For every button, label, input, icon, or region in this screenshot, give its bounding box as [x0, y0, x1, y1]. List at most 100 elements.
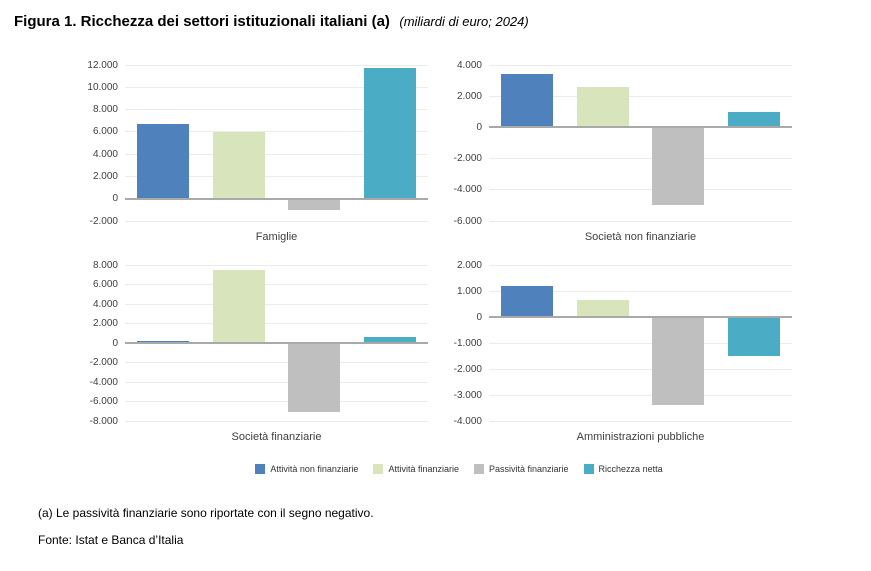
gridline	[489, 189, 792, 191]
y-tick-label: -2.000	[453, 153, 482, 165]
y-tick-label: 12.000	[87, 59, 118, 71]
y-tick-label: 4.000	[92, 148, 118, 160]
y-tick-label: 8.000	[92, 104, 118, 116]
legend-item-ricchezza-netta: Ricchezza netta	[583, 464, 663, 474]
y-axis-tick-labels: 2.000 1.000 0 -1.000 -2.000 -3.000 -4.000	[434, 258, 482, 454]
bar-attivit-finanziarie	[212, 269, 265, 343]
y-tick-label: -6.000	[89, 396, 118, 407]
gridline	[125, 131, 428, 133]
gridline	[125, 401, 428, 402]
y-tick-label: 2.000	[456, 90, 482, 102]
bar-ricchezza-netta	[728, 111, 781, 128]
bar-ricchezza-netta	[728, 317, 781, 356]
legend-swatch-ricchezza-netta	[583, 464, 594, 474]
bar-attivit-non-finanziarie	[136, 123, 189, 199]
y-tick-label: -4.000	[453, 184, 482, 196]
y-tick-label: -2.000	[453, 363, 482, 375]
plot-area	[125, 64, 428, 222]
figure-title-main: Figura 1. Ricchezza dei settori istituzi…	[14, 13, 390, 30]
bar-attivit-finanziarie	[212, 131, 265, 199]
chart-societa-non-finanziarie: 4.000 2.000 0 -2.000 -4.000 -6.000 Società no…	[434, 58, 799, 254]
y-tick-label: 6.000	[92, 126, 118, 138]
bar-attivit-finanziarie	[576, 86, 629, 128]
gridline	[489, 158, 792, 160]
bar-attivit-non-finanziarie	[500, 285, 553, 317]
chart-famiglie: 12.000 10.000 8.000 6.000 4.000 2.000 0 -2.000 …	[70, 58, 435, 254]
gridline	[125, 284, 428, 285]
figure-title: Figura 1. Ricchezza dei settori istituzi…	[14, 13, 529, 31]
y-tick-label: 8.000	[92, 259, 118, 271]
gridline	[489, 64, 792, 66]
footnote-a: (a) Le passività finanziarie sono riport…	[38, 506, 374, 520]
y-tick-label: 0	[112, 337, 118, 349]
zero-axis-line	[489, 316, 792, 318]
y-axis-tick-labels: 4.000 2.000 0 -2.000 -4.000 -6.000	[434, 58, 482, 254]
bar-ricchezza-netta	[364, 67, 417, 199]
gridline	[489, 95, 792, 97]
y-axis-tick-labels: 8.000 6.000 4.000 2.000 0 -2.000 -4.000 -6.000 -…	[70, 258, 118, 454]
gridline	[125, 323, 428, 324]
gridline	[489, 394, 792, 396]
bar-passivit-finanziarie	[652, 317, 705, 406]
y-tick-label: -8.000	[89, 415, 118, 427]
legend-label: Attività non finanziarie	[270, 464, 359, 474]
y-tick-label: 6.000	[92, 279, 118, 290]
plot-area	[125, 264, 428, 422]
y-tick-label: 4.000	[456, 59, 482, 71]
chart-amministrazioni-pubbliche: 2.000 1.000 0 -1.000 -2.000 -3.000 -4.000 Ammi…	[434, 258, 799, 454]
y-tick-label: 10.000	[87, 81, 118, 93]
gridline	[125, 381, 428, 383]
y-tick-label: 0	[112, 193, 118, 205]
bar-passivit-finanziarie	[288, 198, 341, 210]
gridline	[489, 264, 792, 266]
zero-axis-line	[125, 342, 428, 344]
plot-area	[489, 64, 792, 222]
legend-swatch-attivit-non-finanziarie	[255, 464, 266, 474]
y-tick-label: -2.000	[89, 215, 118, 227]
chart-title-amministrazioni-pubbliche: Amministrazioni pubbliche	[576, 431, 705, 443]
gridline	[125, 303, 428, 305]
legend-swatch-passivit-finanziarie	[474, 464, 484, 474]
legend-label: Ricchezza netta	[598, 464, 663, 474]
y-tick-label: 2.000	[92, 318, 118, 329]
source-note: Fonte: Istat e Banca d’Italia	[38, 533, 184, 547]
gridline	[125, 153, 428, 155]
legend: Attività non finanziarie Attività finanzi…	[125, 462, 793, 476]
y-tick-label: -2.000	[89, 357, 118, 368]
bar-attivit-finanziarie	[576, 300, 629, 317]
legend-item-attivit-non-finanziarie: Attività non finanziarie	[255, 464, 358, 474]
gridline	[489, 220, 792, 222]
gridline	[489, 342, 792, 344]
y-tick-label: 2.000	[92, 170, 118, 182]
bar-attivit-non-finanziarie	[500, 74, 553, 128]
chart-title-famiglie: Famiglie	[255, 231, 298, 243]
y-tick-label: -6.000	[453, 215, 482, 227]
gridline	[489, 420, 792, 422]
gridline	[125, 420, 428, 422]
legend-item-passivit-finanziarie: Passività finanziarie	[474, 464, 569, 474]
gridline	[125, 264, 428, 266]
legend-item-attivit-finanziarie: Attività finanziarie	[373, 464, 459, 474]
y-tick-label: 2.000	[456, 259, 482, 271]
y-tick-label: -4.000	[89, 376, 118, 388]
gridline	[125, 362, 428, 363]
y-axis-tick-labels: 12.000 10.000 8.000 6.000 4.000 2.000 0 -2.000	[70, 58, 118, 254]
gridline	[489, 368, 792, 370]
gridline	[125, 220, 428, 222]
legend-label: Passività finanziarie	[489, 464, 569, 474]
legend-swatch-attivit-finanziarie	[373, 464, 384, 474]
figure-subtitle: (miliardi di euro; 2024)	[399, 14, 529, 29]
zero-axis-line	[125, 197, 428, 200]
gridline	[125, 86, 428, 88]
gridline	[489, 290, 792, 292]
chart-societa-finanziarie: 8.000 6.000 4.000 2.000 0 -2.000 -4.000 -6.000 -…	[70, 258, 435, 454]
y-tick-label: 0	[476, 121, 482, 133]
plot-area	[489, 264, 792, 422]
gridline	[125, 109, 428, 111]
y-tick-label: -1.000	[453, 337, 482, 349]
gridline	[125, 175, 428, 177]
y-tick-label: -3.000	[453, 389, 482, 401]
chart-title-societa-finanziarie: Società finanziarie	[231, 431, 322, 443]
chart-title-societa-non-finanziarie: Società non finanziarie	[584, 231, 697, 243]
